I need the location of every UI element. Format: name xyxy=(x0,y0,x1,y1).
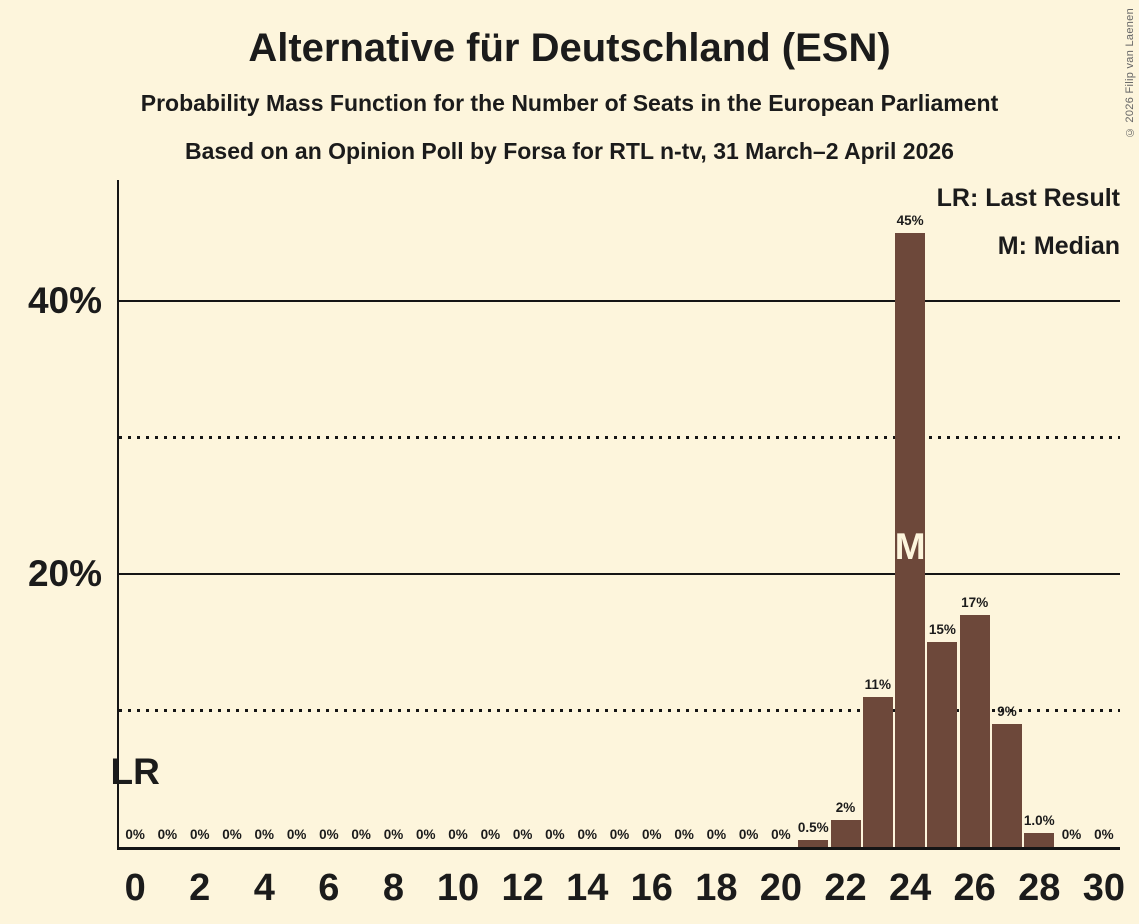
bar-label-seat-17: 0% xyxy=(674,827,694,842)
bar-label-seat-25: 15% xyxy=(928,622,956,638)
x-tick-label-26: 26 xyxy=(953,867,996,909)
bar-label-seat-30: 0% xyxy=(1094,827,1114,842)
chart-source-line: Based on an Opinion Poll by Forsa for RT… xyxy=(185,138,954,164)
bar-seat-22 xyxy=(830,819,861,847)
bar-seat-23 xyxy=(862,696,893,847)
bar-label-seat-5: 0% xyxy=(286,827,307,842)
chart-subtitle: Probability Mass Function for the Number… xyxy=(140,90,999,116)
annotation-lr: LR xyxy=(110,750,160,792)
legend-last-result: LR: Last Result xyxy=(936,184,1120,212)
x-tick-label-6: 6 xyxy=(318,867,340,909)
y-axis-line xyxy=(117,180,119,850)
copyright-notice: © 2026 Filip van Laenen xyxy=(1124,8,1136,139)
x-tick-label-22: 22 xyxy=(824,867,867,909)
x-tick-label-8: 8 xyxy=(382,867,405,909)
bar-label-seat-26: 17% xyxy=(961,594,989,610)
bar-label-seat-18: 0% xyxy=(706,827,727,842)
bar-label-seat-12: 0% xyxy=(512,827,533,842)
bar-seat-28 xyxy=(1024,833,1055,847)
bar-label-seat-6: 0% xyxy=(319,827,339,842)
x-tick-label-10: 10 xyxy=(436,867,480,909)
chart-title: Alternative für Deutschland (ESN) xyxy=(248,26,891,70)
bar-seat-25 xyxy=(927,642,958,847)
bar-seat-26 xyxy=(959,614,990,847)
bar-label-seat-0: 0% xyxy=(125,827,145,842)
y-tick-label-40pct: 40% xyxy=(27,280,102,321)
bar-label-seat-20: 0% xyxy=(771,827,791,842)
legend: LR: Last Result M: Median xyxy=(937,184,1120,260)
bar-label-seat-8: 0% xyxy=(383,827,404,842)
bar-label-seat-9: 0% xyxy=(415,827,436,842)
x-tick-label-18: 18 xyxy=(695,867,738,909)
bar-label-seat-11: 0% xyxy=(480,827,501,842)
annotation-m: M xyxy=(894,525,926,567)
x-tick-label-28: 28 xyxy=(1018,867,1061,909)
bar-label-seat-4: 0% xyxy=(254,827,275,842)
bar-label-seat-2: 0% xyxy=(189,827,210,842)
gridline-40pct xyxy=(119,300,1120,302)
bar-label-seat-7: 0% xyxy=(351,827,371,842)
x-tick-label-20: 20 xyxy=(759,867,803,909)
x-tick-label-24: 24 xyxy=(888,867,932,909)
gridline-30pct xyxy=(119,435,1120,439)
bar-label-seat-29: 0% xyxy=(1061,827,1082,842)
bar-label-seat-23: 11% xyxy=(864,676,891,692)
bar-label-seat-24: 45% xyxy=(896,212,924,228)
bar-label-seat-10: 0% xyxy=(448,827,468,842)
x-tick-label-16: 16 xyxy=(630,867,673,909)
bar-seat-27 xyxy=(991,724,1022,847)
bar-label-seat-16: 0% xyxy=(642,827,662,842)
x-tick-label-2: 2 xyxy=(189,867,211,909)
gridline-10pct xyxy=(119,708,1120,712)
bar-label-seat-3: 0% xyxy=(222,827,242,842)
x-tick-label-14: 14 xyxy=(566,867,609,909)
bar-label-seat-28: 1.0% xyxy=(1023,813,1055,829)
bar-label-seat-19: 0% xyxy=(738,827,759,842)
bar-seat-21 xyxy=(798,840,829,847)
gridline-20pct xyxy=(119,573,1120,575)
legend-median: M: Median xyxy=(997,232,1120,260)
bar-label-seat-1: 0% xyxy=(157,827,178,842)
bar-label-seat-27: 9% xyxy=(997,704,1017,720)
bar-label-seat-15: 0% xyxy=(609,827,630,842)
x-tick-label-12: 12 xyxy=(501,867,544,909)
x-tick-label-4: 4 xyxy=(253,867,275,909)
x-tick-label-0: 0 xyxy=(124,867,146,909)
bar-label-seat-21: 0.5% xyxy=(797,820,829,836)
plot-area: 0% 0% 0% 0% 0% 0% 0% 0% 0% 0% 0% 0% 0% 0% 0% 0% 0% 0% 0% 0%… xyxy=(119,180,1120,850)
bar-seat-24 xyxy=(895,232,926,847)
x-tick-label-30: 30 xyxy=(1082,867,1125,909)
y-tick-label-20pct: 20% xyxy=(27,553,102,594)
bar-label-seat-14: 0% xyxy=(577,827,597,842)
bar-label-seat-13: 0% xyxy=(545,827,565,842)
bar-label-seat-22: 2% xyxy=(835,799,856,815)
